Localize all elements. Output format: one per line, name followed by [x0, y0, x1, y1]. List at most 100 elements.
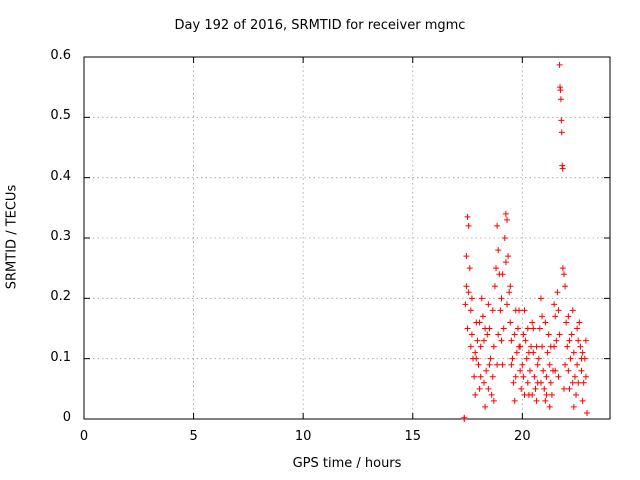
x-axis-label: GPS time / hours	[292, 456, 402, 471]
data-point	[486, 361, 493, 368]
data-point	[566, 385, 573, 392]
data-point	[565, 367, 572, 374]
data-point	[484, 331, 491, 338]
data-point	[501, 235, 508, 241]
data-point	[502, 259, 509, 266]
data-point	[511, 331, 518, 338]
data-point	[471, 373, 478, 380]
data-point	[520, 373, 527, 380]
data-point	[472, 391, 479, 398]
data-point	[557, 87, 564, 94]
x-tick-label: 20	[514, 429, 531, 444]
data-point	[508, 337, 515, 344]
data-point	[524, 379, 531, 386]
data-point	[551, 301, 558, 308]
data-point	[495, 247, 502, 254]
data-point	[537, 295, 544, 302]
data-point	[578, 355, 585, 362]
data-point	[480, 379, 487, 386]
data-point	[535, 355, 542, 362]
data-point	[485, 301, 492, 308]
data-point	[521, 307, 528, 314]
data-point	[533, 343, 540, 350]
data-point	[529, 391, 536, 398]
data-point	[528, 343, 535, 350]
data-point	[472, 349, 479, 356]
data-point	[467, 307, 474, 314]
data-point	[479, 313, 486, 320]
data-point	[575, 337, 582, 344]
data-point	[477, 373, 484, 380]
data-point	[473, 355, 480, 362]
data-point	[482, 403, 489, 410]
data-point	[558, 129, 565, 136]
data-point	[574, 361, 581, 368]
data-point	[542, 397, 549, 404]
data-point	[529, 319, 536, 326]
data-point	[566, 337, 573, 344]
data-point	[506, 289, 513, 296]
data-point	[512, 373, 519, 380]
data-point	[520, 331, 527, 338]
data-point	[517, 367, 524, 374]
data-point	[523, 355, 530, 362]
data-point	[490, 397, 497, 404]
data-point	[489, 307, 496, 314]
data-point	[524, 325, 531, 332]
data-point	[545, 331, 552, 338]
data-point	[560, 271, 567, 278]
data-point	[525, 349, 532, 356]
data-points	[461, 61, 590, 422]
data-point	[468, 331, 475, 338]
plot-frame	[83, 56, 611, 420]
data-point	[558, 117, 565, 124]
data-point	[499, 361, 506, 368]
y-tick-label: 0.3	[50, 229, 71, 244]
data-point	[562, 283, 569, 290]
data-point	[539, 343, 546, 350]
data-point	[530, 325, 537, 332]
data-point	[476, 319, 483, 326]
data-point	[467, 343, 474, 350]
data-point	[499, 271, 506, 278]
data-point	[466, 265, 473, 272]
data-point	[556, 331, 563, 338]
data-point	[487, 355, 494, 362]
data-point	[580, 379, 587, 386]
data-point	[517, 343, 524, 350]
y-tick-label: 0	[62, 410, 71, 425]
data-point	[562, 361, 569, 368]
x-tick-label: 5	[189, 429, 198, 444]
chart-title: Day 192 of 2016, SRMTID for receiver mgm…	[174, 18, 466, 33]
data-point	[583, 409, 590, 416]
y-tick-label: 0.4	[50, 168, 71, 184]
data-point	[491, 283, 498, 290]
y-tick-label: 0.2	[50, 289, 71, 305]
data-point	[465, 289, 472, 296]
data-point	[507, 283, 514, 290]
data-point	[565, 313, 572, 320]
data-point	[508, 361, 515, 368]
data-point	[546, 403, 553, 410]
data-point	[494, 222, 501, 229]
data-point	[557, 96, 564, 103]
data-point	[498, 337, 505, 344]
data-point	[502, 210, 509, 217]
y-tick-label: 0.5	[50, 108, 71, 124]
data-point	[527, 367, 534, 374]
data-point	[498, 295, 505, 302]
data-point	[518, 385, 525, 392]
data-point	[503, 301, 510, 308]
data-point	[536, 325, 543, 332]
data-point	[553, 337, 560, 344]
data-point	[531, 373, 538, 380]
data-point	[468, 295, 475, 302]
data-point	[569, 307, 576, 314]
data-point	[570, 349, 577, 356]
data-point	[573, 391, 580, 398]
data-point	[541, 385, 548, 392]
data-point	[559, 165, 566, 172]
data-point	[547, 379, 554, 386]
y-tick-label: 0.6	[50, 48, 71, 63]
data-point	[490, 343, 497, 350]
